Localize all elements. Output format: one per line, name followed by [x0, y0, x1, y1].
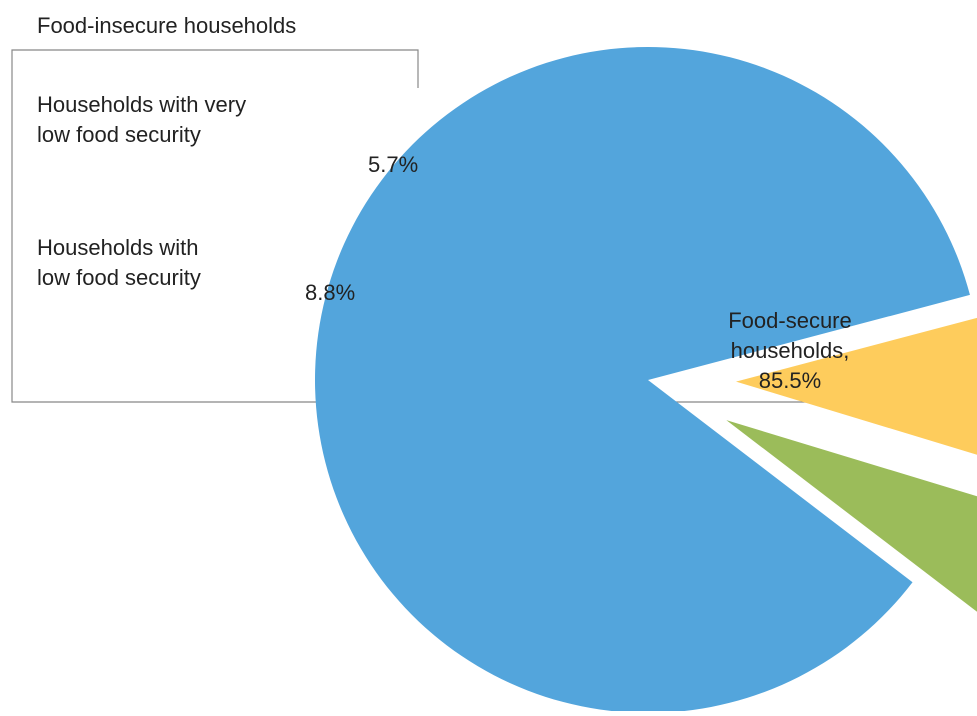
pie-slice-food-secure — [315, 46, 970, 713]
pie-slices — [315, 46, 977, 713]
pie-slice-low-food-security — [735, 317, 977, 455]
slice-label-food-secure: Food-secure households, 85.5% — [728, 308, 852, 393]
pie-labels: Food-secure households, 85.5% 8.8% 5.7% House… — [37, 92, 852, 393]
pie-slice-very-low-food-security — [726, 420, 977, 612]
category-label-low-food-security: Households with low food security — [37, 235, 201, 290]
value-label-low-food-security: 8.8% — [305, 280, 355, 305]
food-insecure-group-title: Food-insecure households — [37, 13, 296, 38]
value-label-very-low-food-security: 5.7% — [368, 152, 418, 177]
category-label-very-low-food-security: Households with very low food security — [37, 92, 246, 147]
